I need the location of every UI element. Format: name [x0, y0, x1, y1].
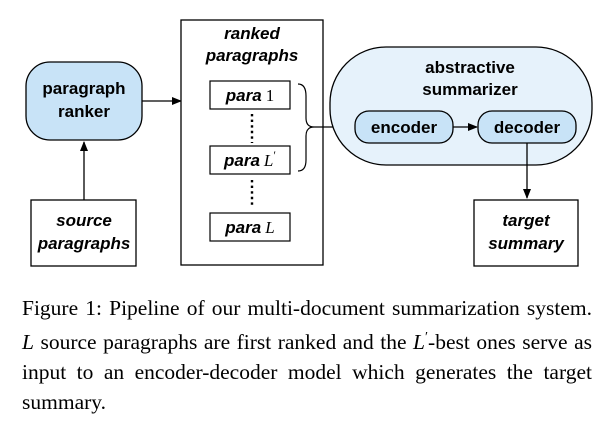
target-summary-label-2: summary — [488, 234, 565, 253]
encoder-label: encoder — [371, 118, 438, 137]
caption-text-3: -best ones serve as input to an encoder-… — [22, 330, 592, 415]
source-paragraphs-label-1: source — [56, 211, 112, 230]
decoder-label: decoder — [494, 118, 561, 137]
caption-text-1: Pipeline of our multi-document summariza… — [101, 296, 592, 320]
paragraph-ranker-label-1: paragraph — [42, 79, 125, 98]
ranked-item-3-index: L — [264, 218, 274, 237]
paragraph-ranker-label-2: ranker — [58, 102, 110, 121]
ranked-paragraphs-title-2: paragraphs — [205, 46, 299, 65]
ranked-item-1-word: para — [225, 86, 262, 105]
paragraph-ranker-node: paragraph ranker — [25, 61, 143, 141]
caption-prime: ′ — [424, 330, 429, 345]
abstractive-summarizer-label-2: summarizer — [422, 80, 518, 99]
source-paragraphs-label-2: paragraphs — [37, 234, 131, 253]
ranked-paragraphs-title-1: ranked — [224, 24, 280, 43]
ranked-item-2-word: para — [223, 151, 260, 170]
caption-var-L-prime: L — [413, 330, 425, 355]
caption-var-L: L — [22, 330, 34, 355]
ranked-paragraphs-container: ranked paragraphs para 1 para L′ para L — [180, 19, 324, 266]
pipeline-diagram: paragraph ranker source paragraphs ranke… — [25, 19, 593, 267]
caption-text-2: source paragraphs are first ranked and t… — [33, 330, 414, 355]
ranked-item-2: para L′ — [209, 145, 291, 175]
abstractive-summarizer-label-1: abstractive — [425, 58, 515, 77]
ranked-item-3-word: para — [224, 218, 261, 237]
ranked-item-3: para L — [209, 212, 291, 242]
source-paragraphs-node: source paragraphs — [30, 199, 137, 267]
figure-caption: Figure 1: Pipeline of our multi-document… — [22, 293, 592, 417]
ranked-item-2-index: L — [263, 151, 273, 170]
ranked-item-1: para 1 — [209, 80, 291, 110]
ranked-item-2-prime: ′ — [273, 148, 276, 162]
target-summary-label-1: target — [502, 211, 551, 230]
abstractive-summarizer-container: abstractive summarizer encoder decoder — [329, 46, 593, 166]
decoder-node: decoder — [477, 110, 577, 144]
caption-label: Figure 1: — [22, 296, 102, 320]
target-summary-node: target summary — [473, 199, 579, 267]
ranked-item-1-index: 1 — [266, 86, 275, 105]
encoder-node: encoder — [354, 110, 454, 144]
